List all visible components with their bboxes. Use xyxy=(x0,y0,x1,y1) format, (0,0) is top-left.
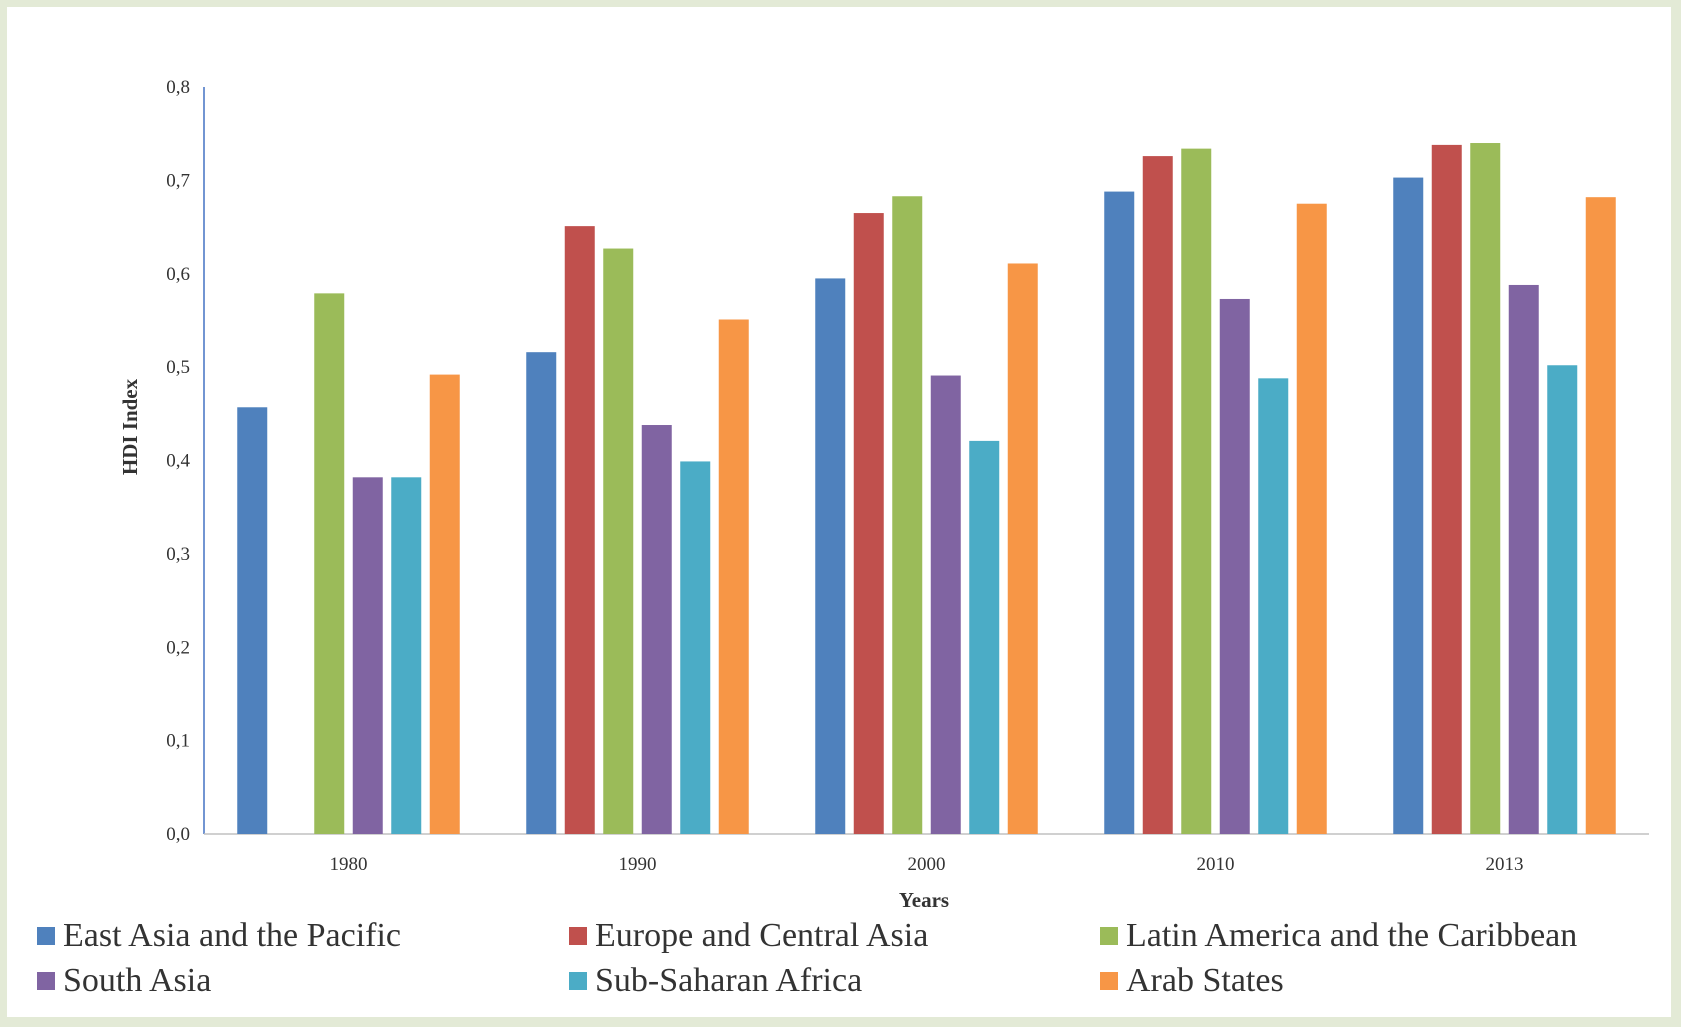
legend-label: Arab States xyxy=(1126,962,1284,999)
legend-swatch xyxy=(1100,927,1118,945)
bar xyxy=(1547,365,1578,834)
bar xyxy=(1508,284,1539,835)
bar xyxy=(1181,148,1212,834)
bar xyxy=(603,248,634,834)
y-tick-label: 0,6 xyxy=(166,264,190,285)
legend-item: Europe and Central Asia xyxy=(569,917,928,955)
bar xyxy=(1470,143,1501,834)
legend-label: Sub-Saharan Africa xyxy=(595,962,863,999)
bar xyxy=(1007,263,1038,834)
bar xyxy=(718,319,749,834)
bar xyxy=(930,375,961,834)
legend-label: East Asia and the Pacific xyxy=(63,917,402,954)
bar xyxy=(1296,203,1327,834)
bar xyxy=(1431,144,1462,834)
y-tick-label: 0,2 xyxy=(166,637,190,658)
legend-label: Latin America and the Caribbean xyxy=(1126,917,1578,954)
x-tick-label: 2013 xyxy=(1486,854,1524,875)
y-tick-label: 0,7 xyxy=(166,170,190,191)
chart-frame: 0,0 0,1 0,2 0,3 0,4 0,5 0,6 0,7 0,8 1980 1990 2000 2… xyxy=(7,7,1671,1017)
x-tick-label: 2010 xyxy=(1197,854,1235,875)
bar xyxy=(892,196,923,834)
x-tick-label: 2000 xyxy=(908,854,946,875)
y-axis-title: HDI Index xyxy=(118,378,142,475)
legend-label: Europe and Central Asia xyxy=(595,917,929,954)
bar xyxy=(1104,191,1135,834)
chart-legend: East Asia and the Pacific Europe and Cent… xyxy=(7,917,1671,1027)
legend-item: South Asia xyxy=(37,962,211,1000)
bar xyxy=(237,407,268,834)
legend-item: Latin America and the Caribbean xyxy=(1100,917,1577,955)
plot-area: 0,0 0,1 0,2 0,3 0,4 0,5 0,6 0,7 0,8 1980 1990 2000 2… xyxy=(166,77,1649,875)
hdi-bar-chart: 0,0 0,1 0,2 0,3 0,4 0,5 0,6 0,7 0,8 1980 1990 2000 2… xyxy=(118,77,1649,912)
bar xyxy=(1393,177,1424,835)
bar xyxy=(815,278,846,834)
legend-item: Arab States xyxy=(1100,962,1284,1000)
y-tick-label: 0,3 xyxy=(166,544,190,565)
bar xyxy=(526,352,557,834)
bar xyxy=(1258,378,1289,834)
y-tick-label: 0,8 xyxy=(166,77,190,98)
bar xyxy=(969,440,1000,834)
legend-label: South Asia xyxy=(63,962,212,999)
bar xyxy=(564,226,595,834)
legend-item: Sub-Saharan Africa xyxy=(569,962,862,1000)
legend-swatch xyxy=(569,927,587,945)
y-tick-label: 0,4 xyxy=(166,451,190,472)
y-tick-label: 0,0 xyxy=(166,824,190,845)
x-tick-label: 1990 xyxy=(619,854,657,875)
bar xyxy=(853,213,884,834)
legend-swatch xyxy=(37,927,55,945)
bar xyxy=(352,477,383,834)
y-tick-label: 0,1 xyxy=(166,731,190,752)
legend-item: East Asia and the Pacific xyxy=(37,917,401,955)
y-tick-label: 0,5 xyxy=(166,357,190,378)
legend-swatch xyxy=(37,972,55,990)
legend-swatch xyxy=(1100,972,1118,990)
x-axis-title: Years xyxy=(899,888,949,912)
legend-swatch xyxy=(569,972,587,990)
bar xyxy=(680,461,711,834)
bar xyxy=(641,425,672,834)
bar xyxy=(1585,197,1616,834)
bar xyxy=(1219,298,1250,834)
x-tick-label: 1980 xyxy=(330,854,368,875)
bar xyxy=(429,374,460,834)
bar xyxy=(314,293,345,834)
bar xyxy=(391,477,422,834)
bar xyxy=(1142,156,1173,834)
